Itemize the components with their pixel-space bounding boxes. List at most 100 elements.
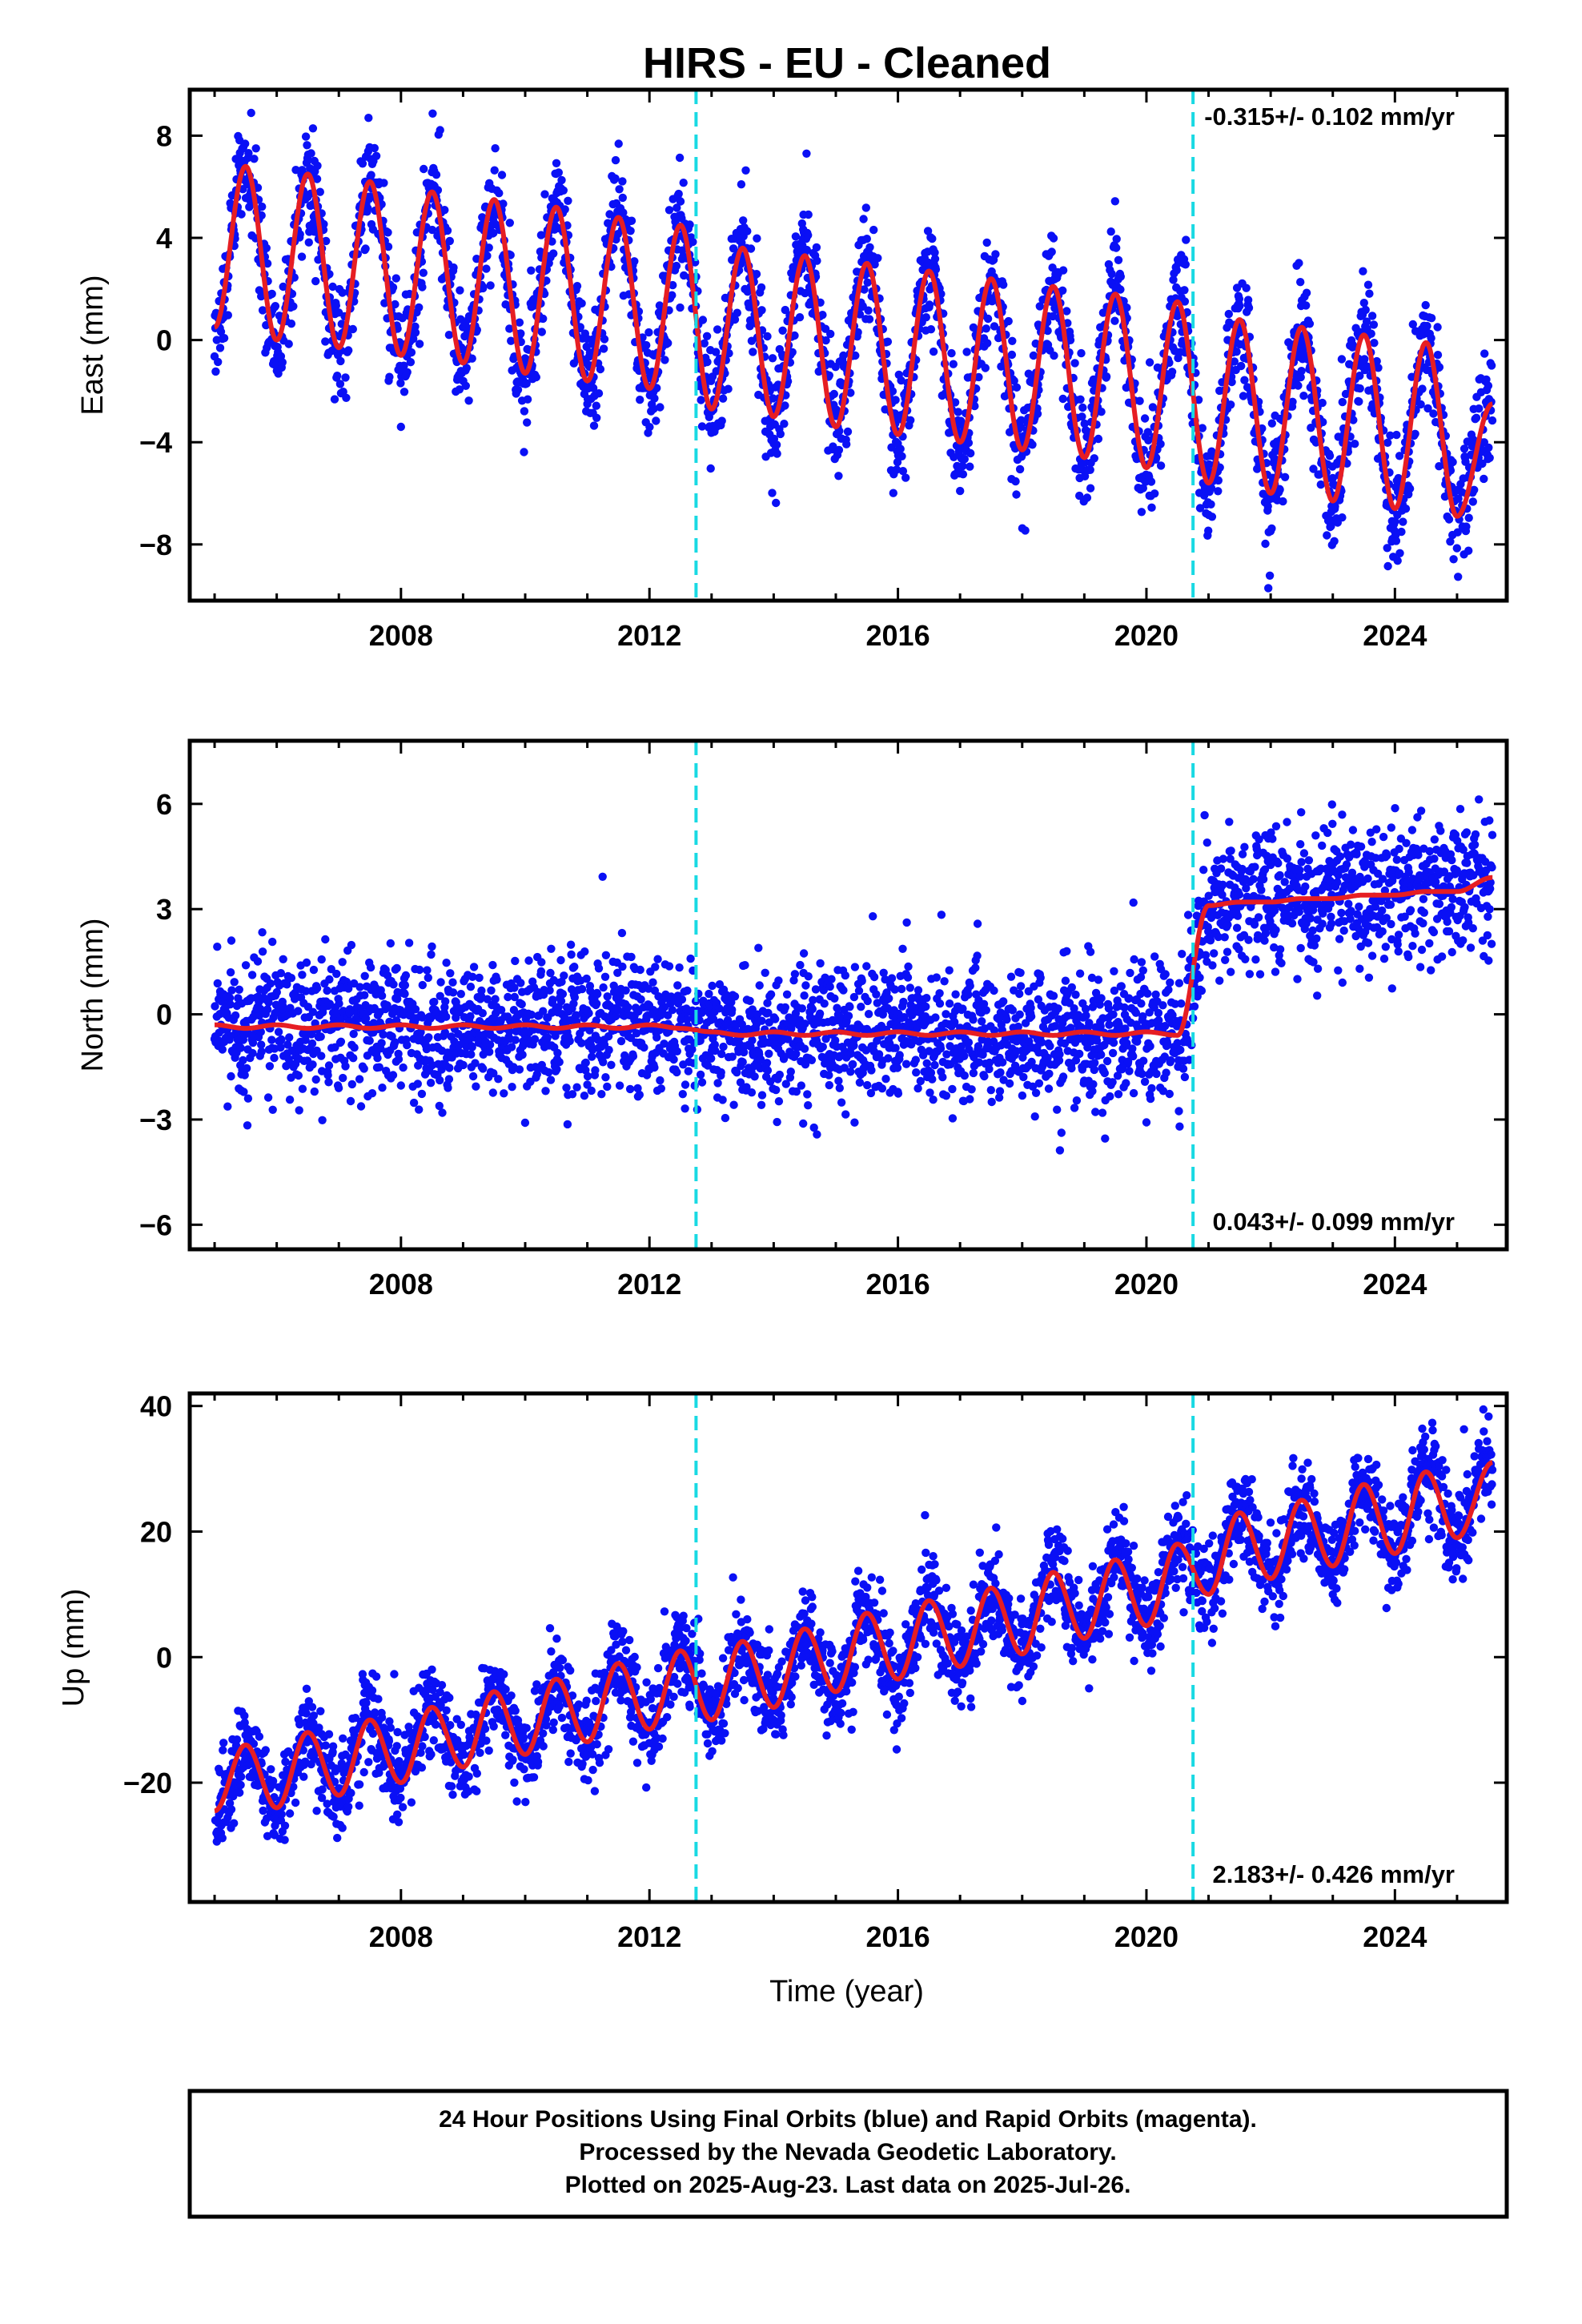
data-point xyxy=(226,968,235,977)
data-point xyxy=(404,939,414,947)
data-point xyxy=(1464,513,1473,522)
data-point xyxy=(1485,453,1494,462)
data-point xyxy=(668,1006,677,1015)
data-point xyxy=(279,282,287,292)
data-point xyxy=(1070,359,1079,368)
data-point xyxy=(312,175,322,183)
data-point xyxy=(302,958,311,967)
data-point xyxy=(459,1060,468,1070)
data-point xyxy=(1006,972,1016,981)
data-point xyxy=(1323,531,1331,540)
data-point xyxy=(316,1032,325,1041)
data-point xyxy=(391,300,400,309)
data-point xyxy=(717,1068,725,1077)
data-point xyxy=(938,1072,947,1082)
data-point xyxy=(636,396,644,404)
data-point xyxy=(1224,309,1234,319)
data-point xyxy=(424,973,432,983)
data-point xyxy=(897,452,906,460)
data-point xyxy=(219,334,229,343)
data-point xyxy=(774,1097,784,1106)
data-point xyxy=(867,1066,876,1075)
data-point xyxy=(336,356,345,366)
data-point xyxy=(649,404,658,413)
data-point xyxy=(772,498,781,508)
data-point xyxy=(937,911,946,919)
data-point xyxy=(295,230,304,239)
data-point xyxy=(379,179,388,187)
data-point xyxy=(391,274,400,283)
north-daily-positions xyxy=(210,795,1497,1155)
data-point xyxy=(415,303,424,312)
data-point xyxy=(1137,508,1146,517)
data-point xyxy=(653,955,662,963)
data-point xyxy=(367,171,375,179)
data-point xyxy=(804,972,813,981)
data-point xyxy=(718,1096,727,1104)
data-point xyxy=(241,139,250,148)
data-point xyxy=(679,179,688,187)
data-point xyxy=(287,974,296,983)
data-point xyxy=(1338,397,1347,407)
data-point xyxy=(1015,464,1025,474)
data-point xyxy=(857,976,866,986)
east-y-axis-label: East (mm) xyxy=(76,275,110,415)
data-point xyxy=(315,187,324,196)
data-point xyxy=(347,940,356,950)
data-point xyxy=(497,171,507,179)
data-point xyxy=(618,193,627,203)
data-point xyxy=(558,990,568,999)
data-point xyxy=(932,973,942,982)
data-point xyxy=(967,1085,976,1094)
data-point xyxy=(349,1029,358,1039)
data-point xyxy=(893,1063,902,1072)
data-point xyxy=(1172,266,1181,275)
data-point xyxy=(400,981,410,990)
data-point xyxy=(949,360,958,368)
data-point xyxy=(552,159,561,167)
data-point xyxy=(930,1060,939,1070)
data-point xyxy=(614,139,623,148)
data-point xyxy=(728,1005,737,1015)
data-point xyxy=(980,1072,989,1081)
data-point xyxy=(267,1035,276,1044)
east-rate-label: -0.315+/- 0.102 mm/yr xyxy=(1204,103,1455,131)
data-point xyxy=(338,288,347,297)
data-point xyxy=(1047,247,1056,256)
data-point xyxy=(1265,571,1275,580)
data-point xyxy=(804,1101,813,1110)
data-point xyxy=(698,316,708,324)
data-point xyxy=(741,166,750,175)
data-point xyxy=(611,174,620,183)
data-point xyxy=(1107,269,1116,279)
data-point xyxy=(324,1061,334,1070)
data-point xyxy=(347,1080,356,1089)
data-point xyxy=(753,234,761,243)
data-point xyxy=(730,315,740,324)
data-point xyxy=(1302,288,1311,297)
data-point xyxy=(518,1050,527,1059)
data-point xyxy=(1480,474,1488,484)
data-point xyxy=(436,126,444,135)
data-point xyxy=(360,991,369,999)
data-point xyxy=(768,354,777,363)
data-point xyxy=(355,1075,364,1084)
data-point xyxy=(520,448,528,456)
data-point xyxy=(1150,489,1159,498)
data-point xyxy=(415,340,424,348)
data-point xyxy=(627,952,636,962)
data-point xyxy=(458,344,467,354)
data-point xyxy=(507,1043,516,1051)
data-point xyxy=(883,337,893,346)
data-point xyxy=(854,987,864,995)
data-point xyxy=(804,210,813,219)
data-point xyxy=(1181,260,1191,269)
data-point xyxy=(428,109,437,118)
data-point xyxy=(363,204,372,213)
data-point xyxy=(1435,363,1444,372)
data-point xyxy=(444,331,454,340)
data-point xyxy=(1232,348,1241,356)
data-point xyxy=(630,257,639,266)
data-point xyxy=(227,986,236,995)
data-point xyxy=(719,1042,728,1051)
